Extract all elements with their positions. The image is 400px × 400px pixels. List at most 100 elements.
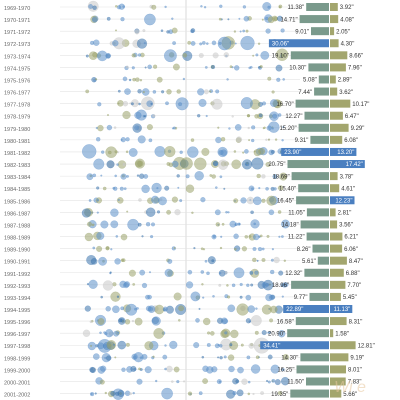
rain-bubble bbox=[261, 174, 266, 179]
rain-bubble bbox=[267, 354, 273, 360]
rain-bubble bbox=[219, 4, 223, 8]
left-value-label: 9.77" bbox=[294, 295, 308, 301]
right-value-bar bbox=[330, 365, 346, 374]
right-value-label: 2.89" bbox=[338, 78, 352, 84]
left-value-label: 12.32" bbox=[285, 271, 302, 277]
year-label: 1971-1972 bbox=[4, 30, 30, 36]
rain-bubble bbox=[214, 343, 220, 349]
rain-bubble bbox=[90, 40, 95, 45]
rain-bubble bbox=[134, 111, 142, 119]
rain-bubble bbox=[229, 65, 233, 69]
year-label: 1997-1998 bbox=[4, 344, 30, 350]
rain-bubble bbox=[156, 187, 159, 190]
right-value-bar bbox=[330, 244, 343, 253]
rain-bubble bbox=[281, 377, 290, 386]
rain-bubble bbox=[97, 102, 102, 107]
right-value-label: 13.20" bbox=[337, 150, 354, 156]
rain-bubble bbox=[161, 387, 173, 400]
rain-bubble bbox=[148, 138, 153, 143]
rain-bubble bbox=[96, 231, 105, 240]
rain-bubble bbox=[101, 150, 105, 154]
rain-bubble bbox=[144, 66, 147, 69]
rain-bubble bbox=[124, 88, 131, 95]
rain-bubble bbox=[210, 331, 215, 336]
rain-bubble bbox=[176, 380, 180, 384]
rain-bubble bbox=[215, 162, 218, 166]
rain-bubble bbox=[166, 30, 170, 34]
rain-bubble bbox=[117, 89, 121, 93]
rain-bubble bbox=[169, 340, 178, 349]
rain-bubble bbox=[218, 344, 223, 348]
rain-bubble bbox=[245, 294, 252, 301]
left-value-bar bbox=[291, 172, 329, 181]
rain-bubble bbox=[228, 127, 231, 130]
rain-bubble bbox=[164, 49, 177, 63]
rain-bubble bbox=[93, 158, 105, 170]
rain-bubble bbox=[115, 29, 117, 32]
right-value-label: 12.23" bbox=[335, 198, 352, 204]
rain-bubble bbox=[219, 356, 223, 360]
rain-bubble bbox=[253, 233, 260, 241]
rain-bubble bbox=[190, 28, 196, 33]
rain-bubble bbox=[190, 291, 201, 302]
left-value-bar bbox=[306, 232, 329, 241]
rain-bubble bbox=[271, 90, 275, 94]
rain-bubble bbox=[88, 279, 98, 289]
rain-bubble bbox=[211, 366, 218, 373]
rain-bubble bbox=[234, 65, 240, 71]
rain-bubble bbox=[139, 79, 143, 82]
left-value-bar bbox=[306, 208, 329, 217]
rain-bubble bbox=[173, 366, 180, 373]
rain-bubble bbox=[202, 296, 205, 299]
rain-bubble bbox=[138, 367, 141, 371]
rain-bubble bbox=[118, 317, 126, 325]
rain-bubble bbox=[218, 283, 222, 287]
rain-bubble bbox=[261, 282, 268, 289]
rain-bubble bbox=[116, 295, 120, 298]
rain-bubble bbox=[180, 157, 193, 170]
rain-bubble bbox=[105, 246, 110, 250]
left-value-bar bbox=[310, 135, 329, 144]
rain-bubble bbox=[153, 64, 158, 69]
left-value-label: 23.90" bbox=[284, 150, 301, 156]
rain-bubble bbox=[227, 211, 230, 214]
rain-bubble bbox=[228, 365, 235, 373]
rain-bubble bbox=[82, 144, 97, 159]
rain-bubble bbox=[150, 235, 154, 239]
rain-bubble bbox=[143, 174, 149, 179]
rain-bubble bbox=[274, 138, 278, 141]
left-value-label: 15.20" bbox=[279, 126, 296, 132]
rain-bubble bbox=[143, 42, 146, 45]
rain-bubble bbox=[173, 292, 182, 301]
rain-bubble bbox=[110, 291, 121, 302]
rain-bubble bbox=[122, 162, 126, 167]
rain-bubble bbox=[273, 256, 280, 264]
rain-bubble bbox=[166, 89, 172, 95]
rain-bubble bbox=[252, 392, 255, 396]
rain-bubble bbox=[81, 208, 91, 218]
rain-bubble bbox=[194, 171, 204, 181]
rain-bubble bbox=[277, 15, 283, 22]
rain-bubble bbox=[241, 378, 248, 385]
rain-bubble bbox=[281, 295, 284, 298]
right-value-label: 1.58" bbox=[335, 331, 349, 337]
rain-bubble bbox=[97, 124, 104, 132]
left-value-bar bbox=[287, 329, 329, 338]
rain-bubble bbox=[190, 41, 196, 46]
right-value-label: 3.78" bbox=[340, 174, 354, 180]
rain-bubble bbox=[281, 235, 284, 238]
rain-bubble bbox=[90, 367, 96, 373]
rain-bubble bbox=[132, 391, 135, 395]
left-value-label: 9.01" bbox=[295, 29, 309, 35]
rain-bubble bbox=[250, 364, 261, 374]
rain-bubble bbox=[125, 150, 129, 154]
rain-bubble bbox=[134, 29, 140, 35]
rain-bubble bbox=[116, 163, 119, 166]
rain-bubble bbox=[146, 100, 153, 107]
year-label: 1995-1996 bbox=[4, 320, 30, 326]
rain-bubble bbox=[156, 210, 161, 214]
rain-bubble bbox=[161, 90, 165, 94]
rain-bubble bbox=[282, 126, 285, 129]
rain-bubble bbox=[200, 270, 205, 274]
rain-bubble bbox=[90, 392, 95, 397]
